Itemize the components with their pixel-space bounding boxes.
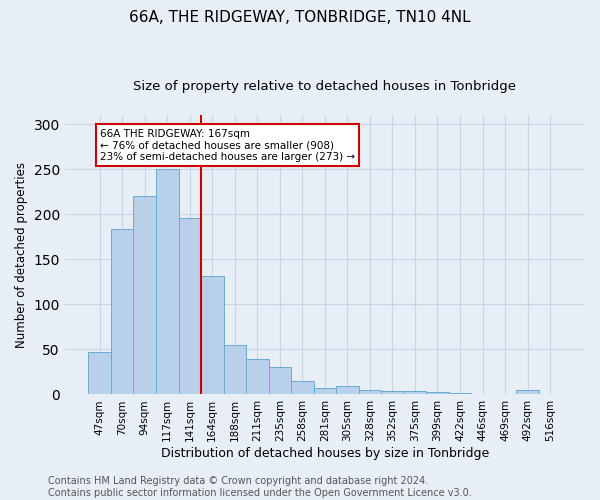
Bar (449, 392, 471, 394)
Bar (224, 345, 246, 395)
Bar (359, 390, 381, 394)
Bar (404, 391, 426, 394)
Bar (133, 196, 156, 394)
X-axis label: Distribution of detached houses by size in Tonbridge: Distribution of detached houses by size … (161, 447, 489, 460)
Bar (88, 352, 111, 395)
Bar (269, 368, 291, 394)
Bar (517, 390, 539, 394)
Bar (381, 391, 404, 394)
Text: Contains HM Land Registry data © Crown copyright and database right 2024.
Contai: Contains HM Land Registry data © Crown c… (48, 476, 472, 498)
Bar (291, 381, 314, 394)
Bar (111, 228, 133, 394)
Bar (336, 386, 359, 394)
Y-axis label: Number of detached properties: Number of detached properties (15, 162, 28, 348)
Title: Size of property relative to detached houses in Tonbridge: Size of property relative to detached ho… (133, 80, 517, 93)
Bar (156, 169, 179, 394)
Text: 66A THE RIDGEWAY: 167sqm
← 76% of detached houses are smaller (908)
23% of semi-: 66A THE RIDGEWAY: 167sqm ← 76% of detach… (100, 128, 355, 162)
Bar (426, 392, 449, 394)
Bar (201, 276, 224, 394)
Bar (246, 360, 269, 394)
Bar (179, 218, 201, 394)
Bar (314, 388, 336, 394)
Text: 66A, THE RIDGEWAY, TONBRIDGE, TN10 4NL: 66A, THE RIDGEWAY, TONBRIDGE, TN10 4NL (129, 10, 471, 25)
